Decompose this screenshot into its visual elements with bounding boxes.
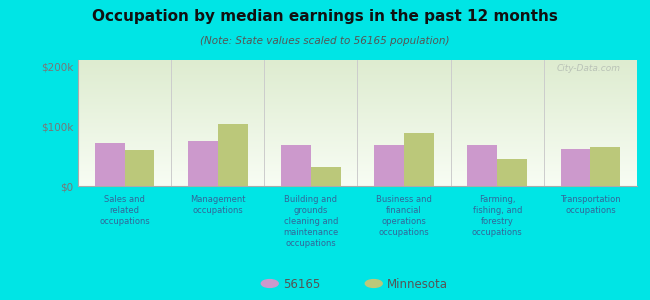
Text: City-Data.com: City-Data.com: [556, 64, 620, 73]
Bar: [218, 124, 248, 186]
Bar: [125, 150, 155, 186]
Text: Sales and
related
occupations: Sales and related occupations: [99, 195, 150, 226]
Text: Building and
grounds
cleaning and
maintenance
occupations: Building and grounds cleaning and mainte…: [283, 195, 339, 248]
Bar: [404, 133, 434, 186]
Bar: [311, 167, 341, 186]
Text: Management
occupations: Management occupations: [190, 195, 246, 215]
Text: (Note: State values scaled to 56165 population): (Note: State values scaled to 56165 popu…: [200, 36, 450, 46]
Bar: [590, 147, 620, 186]
Text: Occupation by median earnings in the past 12 months: Occupation by median earnings in the pas…: [92, 9, 558, 24]
Text: 56165: 56165: [283, 278, 320, 291]
Text: Business and
financial
operations
occupations: Business and financial operations occupa…: [376, 195, 432, 237]
Bar: [467, 145, 497, 186]
Bar: [497, 159, 527, 186]
Bar: [281, 145, 311, 186]
Text: Transportation
occupations: Transportation occupations: [560, 195, 621, 215]
Text: Farming,
fishing, and
forestry
occupations: Farming, fishing, and forestry occupatio…: [472, 195, 523, 237]
Bar: [374, 145, 404, 186]
Bar: [95, 143, 125, 186]
Bar: [188, 141, 218, 186]
Text: Minnesota: Minnesota: [387, 278, 448, 291]
Bar: [560, 149, 590, 186]
